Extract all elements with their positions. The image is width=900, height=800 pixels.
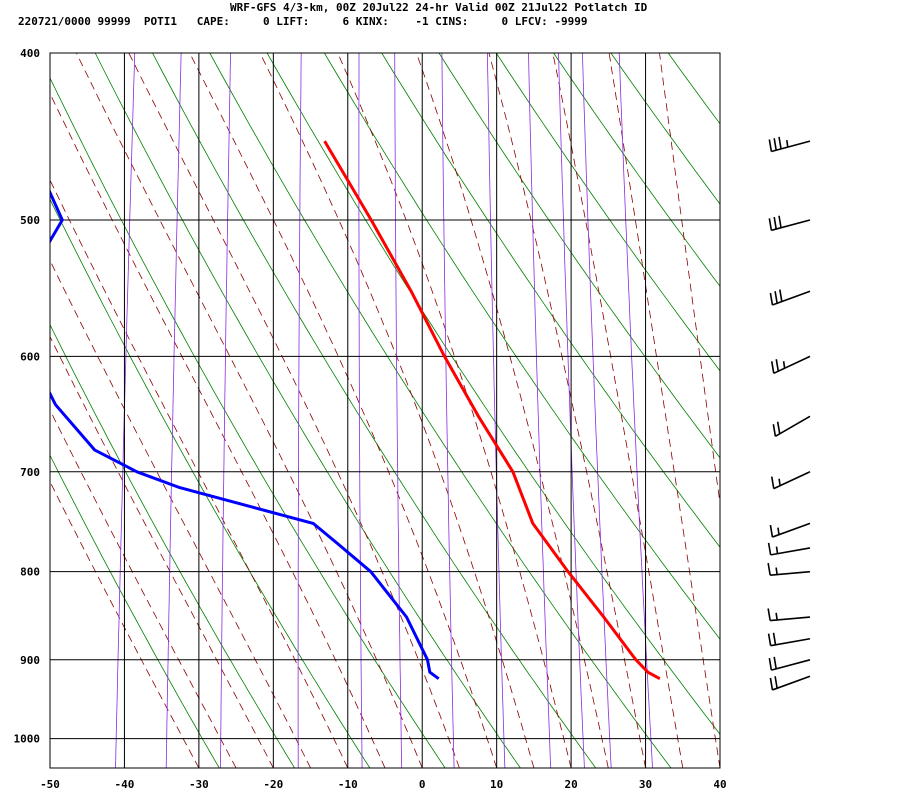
dry-adiabat bbox=[50, 323, 295, 768]
mixing-ratio-line bbox=[618, 53, 653, 768]
mixing-ratio-line bbox=[358, 53, 363, 768]
dry-adiabat bbox=[209, 53, 672, 768]
dry-adiabat bbox=[50, 198, 371, 768]
dry-adiabat bbox=[610, 53, 720, 205]
moist-adiabat bbox=[75, 53, 423, 768]
mixing-ratio-line bbox=[486, 53, 506, 768]
dry-adiabat bbox=[438, 53, 720, 459]
wind-barb bbox=[772, 415, 811, 437]
dry-adiabat bbox=[711, 34, 900, 768]
sounding-indices: 220721/0000 99999 POTI1 CAPE: 0 LIFT: 6 … bbox=[18, 15, 588, 28]
wind-barb bbox=[768, 656, 811, 671]
chart-title: WRF-GFS 4/3-km, 00Z 20Jul22 24-hr Valid … bbox=[230, 1, 648, 14]
temperature-tick-labels: -50 -40 -30 -20 -10 0 10 20 30 40 bbox=[40, 778, 727, 791]
dewpoint-trace bbox=[50, 188, 440, 680]
pressure-tick-label: 900 bbox=[20, 654, 40, 667]
moist-adiabat bbox=[128, 53, 460, 768]
temperature-tick-label: 10 bbox=[490, 778, 503, 791]
moist-adiabat bbox=[552, 53, 684, 768]
temperature-tick-label: -20 bbox=[263, 778, 283, 791]
wind-barb bbox=[768, 136, 811, 153]
moist-adiabat bbox=[50, 335, 274, 768]
wind-barb bbox=[769, 675, 811, 691]
wind-barbs bbox=[767, 136, 811, 691]
wind-barb bbox=[767, 542, 811, 556]
moist-adiabat bbox=[50, 179, 349, 768]
temperature-tick-label: -30 bbox=[189, 778, 209, 791]
moist-adiabat bbox=[608, 53, 720, 768]
moist-adiabat bbox=[659, 53, 720, 507]
pressure-tick-label: 400 bbox=[20, 47, 40, 60]
dry-adiabat bbox=[323, 53, 720, 640]
mixing-ratio-line bbox=[165, 53, 182, 768]
dry-adiabat bbox=[381, 53, 720, 548]
mixing-ratio-line bbox=[115, 53, 136, 768]
pressure-tick-label: 600 bbox=[20, 350, 40, 363]
dry-adiabat bbox=[94, 53, 521, 768]
wind-barb bbox=[767, 563, 811, 576]
pressure-tick-label: 1000 bbox=[14, 733, 41, 746]
dry-adiabat bbox=[882, 34, 900, 768]
temperature-tick-label: -10 bbox=[338, 778, 358, 791]
temperature-tick-label: -50 bbox=[40, 778, 60, 791]
pressure-tick-label: 500 bbox=[20, 214, 40, 227]
dry-adiabat bbox=[152, 53, 597, 768]
wind-barb bbox=[769, 289, 811, 306]
mixing-ratio-line bbox=[297, 53, 302, 768]
temperature-tick-label: 0 bbox=[419, 778, 426, 791]
mixing-ratio-line bbox=[220, 53, 232, 768]
moist-adiabat bbox=[50, 259, 311, 768]
dry-adiabat bbox=[266, 53, 720, 735]
dry-adiabat bbox=[50, 77, 446, 768]
temperature-tick-label: -40 bbox=[115, 778, 135, 791]
mixing-ratio-line bbox=[394, 53, 403, 768]
mixing-ratio-line bbox=[441, 53, 455, 768]
plot-frame bbox=[49, 52, 721, 769]
pressure-tick-label: 700 bbox=[20, 466, 40, 479]
wind-barb bbox=[767, 608, 811, 622]
wind-barb bbox=[770, 355, 811, 375]
moist-adiabat bbox=[337, 53, 572, 768]
moist-adiabat bbox=[50, 92, 386, 768]
mixing-ratio-line bbox=[528, 53, 552, 768]
moist-adiabat bbox=[50, 409, 237, 768]
dry-adiabat bbox=[553, 53, 720, 287]
temperature-trace bbox=[323, 140, 661, 681]
wind-barb bbox=[770, 471, 811, 490]
wind-barb bbox=[767, 632, 811, 647]
dry-adiabat bbox=[495, 53, 720, 372]
moist-adiabat bbox=[488, 53, 646, 768]
moist-adiabat bbox=[50, 480, 200, 768]
temperature-tick-label: 30 bbox=[639, 778, 652, 791]
moist-adiabat bbox=[415, 53, 609, 768]
temperature-tick-label: 20 bbox=[564, 778, 577, 791]
temperature-tick-label: 40 bbox=[713, 778, 726, 791]
dry-adiabat bbox=[825, 34, 900, 768]
sounding-traces bbox=[50, 140, 661, 681]
background-lines bbox=[50, 34, 900, 768]
pressure-tick-label: 800 bbox=[20, 566, 40, 579]
wind-barb bbox=[769, 522, 811, 538]
mixing-ratio-line bbox=[581, 53, 612, 768]
moist-adiabat bbox=[189, 53, 498, 768]
mixing-ratio-line bbox=[558, 53, 585, 768]
dry-adiabat bbox=[50, 454, 220, 768]
dry-adiabat bbox=[667, 53, 720, 125]
pressure-tick-labels: 400 500 600 700 800 900 1000 bbox=[14, 47, 41, 746]
moist-adiabat bbox=[259, 53, 535, 768]
wind-barb bbox=[768, 215, 811, 232]
